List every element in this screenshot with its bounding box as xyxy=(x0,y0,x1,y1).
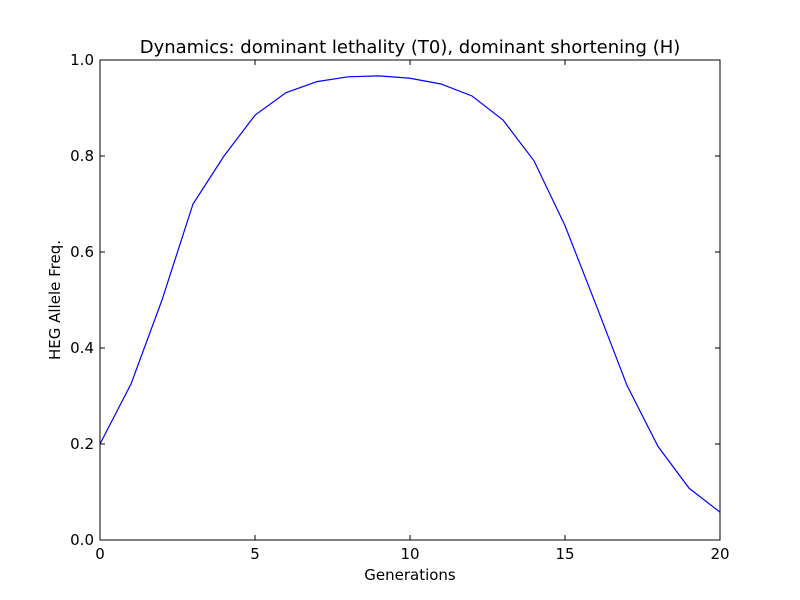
series-line-0 xyxy=(99,75,721,513)
x-tick-label-2: 10 xyxy=(400,545,419,563)
x-tick-label-1: 5 xyxy=(250,545,260,563)
plot-area: 0 5 10 15 20 0.0 0.2 0.4 0.6 0.8 1.0 xyxy=(70,51,729,563)
y-tick-label-4: 0.8 xyxy=(70,147,94,165)
x-tick-label-3: 15 xyxy=(555,545,574,563)
x-tick-label-0: 0 xyxy=(95,545,105,563)
chart-title: Dynamics: dominant lethality (T0), domin… xyxy=(140,37,681,58)
y-tick-label-3: 0.6 xyxy=(70,243,94,261)
y-tick-label-1: 0.2 xyxy=(70,435,94,453)
x-axis-label: Generations xyxy=(364,566,456,584)
y-tick-label-0: 0.0 xyxy=(70,531,94,549)
y-tick-label-5: 1.0 xyxy=(70,51,94,69)
y-axis-label: HEG Allele Freq. xyxy=(46,240,64,360)
x-tick-label-4: 20 xyxy=(710,545,729,563)
y-tick-label-2: 0.4 xyxy=(70,339,94,357)
